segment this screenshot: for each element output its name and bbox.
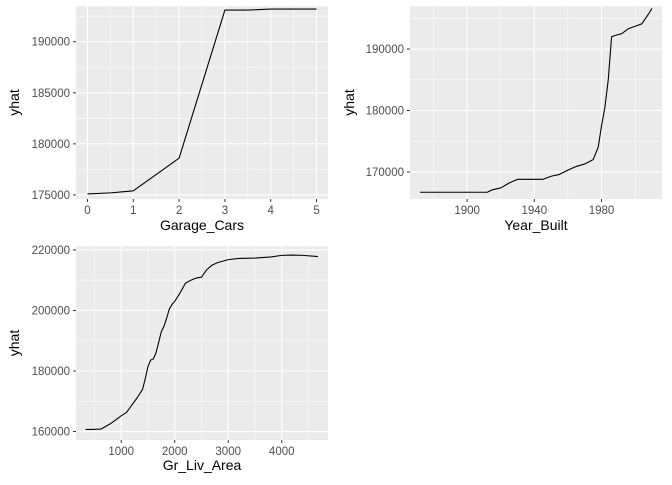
plot-2-x-tick-label: 1900 [454, 205, 480, 217]
plot-1-y-tick-label: 190000 [32, 37, 70, 49]
plot-1-x-tick-label: 4 [268, 205, 275, 217]
plot-3-y-tick-label: 180000 [32, 366, 70, 378]
plot-1-y-tick-label: 185000 [32, 88, 70, 100]
plot-3-x-tick-label: 1000 [108, 446, 134, 458]
plot-1-x-tick-label: 5 [313, 205, 319, 217]
plot-1-series-line-1 [87, 8, 317, 195]
plot-1-x-tick-label: 1 [130, 205, 136, 217]
plot-1-x-axis-title: Garage_Cars [160, 217, 244, 233]
plot-3-x-tick-label: 2000 [162, 446, 188, 458]
plot-2-panel-background [410, 6, 662, 199]
plot-1-x-tick-label: 0 [84, 205, 90, 217]
plot-2-y-tick-label: 170000 [366, 167, 404, 179]
plot-2-y-axis-title: yhat [341, 89, 357, 116]
plot-1-x-tick-label: 3 [222, 205, 228, 217]
plot-2-x-axis-title: Year_Built [504, 217, 567, 233]
plot-2-series-line-1 [420, 8, 653, 193]
plot-1-y-axis-title: yhat [6, 89, 22, 116]
plot-3-x-tick-label: 4000 [269, 446, 295, 458]
plot-3-x-axis-title: Gr_Liv_Area [163, 457, 242, 473]
plot-2-y-tick-label: 190000 [366, 44, 404, 56]
plot-2-x-tick-label: 1940 [522, 205, 548, 217]
plot-3-y-tick-label: 220000 [32, 245, 70, 257]
plot-3-x-tick-label: 3000 [215, 446, 241, 458]
plot-3-panel-background [76, 246, 328, 440]
plot-1-x-tick-label: 2 [176, 205, 182, 217]
plot-1-y-tick-label: 175000 [32, 190, 70, 202]
plot-3-y-axis-title: yhat [6, 330, 22, 357]
plot-3-y-tick-label: 160000 [32, 427, 70, 439]
plot-2-y-tick-label: 180000 [366, 105, 404, 117]
plot-2-x-tick-label: 1980 [589, 205, 615, 217]
plot-1-y-tick-label: 180000 [32, 139, 70, 151]
plot-3-series-line-1 [85, 254, 318, 430]
plot-3-y-tick-label: 200000 [32, 305, 70, 317]
